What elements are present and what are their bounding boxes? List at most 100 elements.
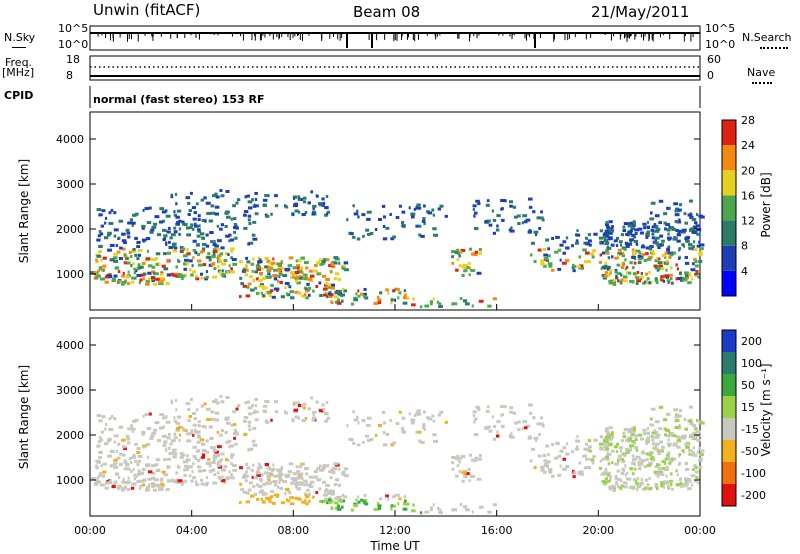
power-echo-cell bbox=[512, 205, 517, 209]
velocity-echo-cell bbox=[691, 424, 697, 428]
power-echo-cell bbox=[640, 245, 646, 249]
power-echo-cell bbox=[178, 232, 181, 236]
velocity-echo-cell bbox=[632, 426, 636, 430]
velocity-echo-cell bbox=[260, 497, 263, 501]
velocity-echo-cell bbox=[436, 506, 440, 510]
power-echo-cell bbox=[151, 225, 157, 229]
velocity-echo-cell bbox=[147, 477, 152, 481]
velocity-echo-cell bbox=[473, 417, 478, 421]
velocity-echo-cell bbox=[107, 454, 112, 458]
power-echo-cell bbox=[673, 236, 676, 240]
power-echo-cell bbox=[134, 236, 138, 240]
power-echo-cell bbox=[688, 199, 693, 203]
power-echo-cell bbox=[228, 239, 231, 243]
velocity-echo-cell bbox=[333, 462, 339, 466]
velocity-echo-cell bbox=[312, 495, 315, 499]
velocity-echo-cell bbox=[625, 477, 630, 481]
velocity-echo-cell bbox=[464, 508, 470, 512]
power-echo-cell bbox=[613, 239, 618, 243]
power-echo-cell bbox=[216, 239, 222, 243]
power-echo-cell bbox=[638, 255, 644, 259]
power-echo-cell bbox=[547, 262, 553, 266]
power-echo-cell bbox=[254, 198, 258, 202]
power-echo-cell bbox=[617, 272, 622, 276]
power-echo-cell bbox=[239, 276, 243, 280]
velocity-echo-cell bbox=[640, 478, 644, 482]
velocity-echo-cell bbox=[264, 463, 270, 467]
power-echo-cell bbox=[694, 273, 698, 277]
velocity-echo-cell bbox=[233, 436, 237, 440]
power-echo-cell bbox=[402, 301, 408, 305]
cpid-value: normal (fast stereo) 153 RF bbox=[93, 93, 265, 106]
velocity-echo-cell bbox=[362, 500, 367, 504]
power-echo-cell bbox=[633, 239, 639, 243]
power-echo-cell bbox=[137, 265, 143, 269]
velocity-echo-cell bbox=[301, 419, 306, 423]
velocity-colorbar-label: Velocity [m s⁻¹] bbox=[759, 363, 773, 456]
velocity-echo-cell bbox=[575, 445, 579, 449]
velocity-echo-cell bbox=[129, 461, 133, 465]
velocity-echo-cell bbox=[501, 413, 504, 417]
power-echo-cell bbox=[455, 268, 459, 272]
velocity-echo-cell bbox=[401, 427, 405, 431]
power-echo-cell bbox=[204, 219, 207, 223]
velocity-echo-cell bbox=[124, 485, 127, 489]
velocity-echo-cell bbox=[254, 404, 258, 408]
velocity-echo-cell bbox=[657, 467, 663, 471]
velocity-echo-cell bbox=[184, 479, 188, 483]
power-echo-cell bbox=[135, 269, 138, 273]
power-echo-cell bbox=[248, 241, 254, 245]
power-echo-cell bbox=[687, 281, 692, 285]
power-echo-cell bbox=[517, 222, 521, 226]
velocity-echo-cell bbox=[668, 431, 671, 435]
power-echo-cell bbox=[462, 263, 468, 267]
power-echo-cell bbox=[671, 251, 674, 255]
power-echo-cell bbox=[625, 232, 629, 236]
power-echo-cell bbox=[681, 228, 687, 232]
velocity-echo-cell bbox=[665, 429, 670, 433]
power-echo-cell bbox=[459, 297, 463, 301]
velocity-echo-cell bbox=[209, 437, 214, 441]
velocity-echo-cell bbox=[101, 415, 106, 419]
velocity-echo-cell bbox=[543, 459, 548, 463]
power-echo-cell bbox=[659, 234, 664, 238]
velocity-echo-cell bbox=[270, 489, 274, 493]
power-echo-cell bbox=[334, 300, 338, 304]
power-echo-cell bbox=[656, 266, 661, 270]
power-echo-cell bbox=[574, 241, 579, 245]
velocity-echo-cell bbox=[278, 478, 283, 482]
velocity-echo-cell bbox=[211, 461, 216, 465]
power-echo-cell bbox=[205, 275, 209, 279]
power-echo-cell bbox=[113, 234, 117, 238]
power-echo-cell bbox=[622, 225, 626, 229]
velocity-echo-cell bbox=[324, 497, 327, 501]
power-echo-cell bbox=[268, 294, 272, 298]
power-echo-cell bbox=[172, 249, 177, 253]
velocity-echo-cell bbox=[121, 453, 126, 457]
velocity-echo-cell bbox=[104, 427, 107, 431]
velocity-echo-cell bbox=[254, 410, 259, 414]
power-echo-cell bbox=[255, 277, 260, 281]
velocity-echo-cell bbox=[614, 462, 619, 466]
velocity-echo-cell bbox=[177, 481, 181, 485]
velocity-echo-cell bbox=[504, 405, 507, 409]
power-echo-cell bbox=[291, 212, 295, 216]
velocity-echo-cell bbox=[663, 427, 667, 431]
power-echo-cell bbox=[545, 238, 550, 242]
velocity-echo-cell bbox=[666, 434, 671, 438]
power-echo-cell bbox=[100, 224, 104, 228]
velocity-echo-cell bbox=[250, 468, 255, 472]
velocity-echo-cell bbox=[325, 501, 329, 505]
velocity-echo-cell bbox=[401, 416, 406, 420]
power-echo-cell bbox=[496, 224, 499, 228]
power-echo-cell bbox=[606, 265, 611, 269]
velocity-echo-cell bbox=[146, 443, 151, 447]
velocity-echo-cell bbox=[337, 495, 342, 499]
power-echo-cell bbox=[631, 248, 635, 252]
velocity-echo-cell bbox=[252, 484, 256, 488]
power-echo-cell bbox=[264, 257, 270, 261]
power-echo-cell bbox=[415, 224, 419, 228]
velocity-echo-cell bbox=[242, 490, 247, 494]
velocity-echo-cell bbox=[225, 421, 231, 425]
